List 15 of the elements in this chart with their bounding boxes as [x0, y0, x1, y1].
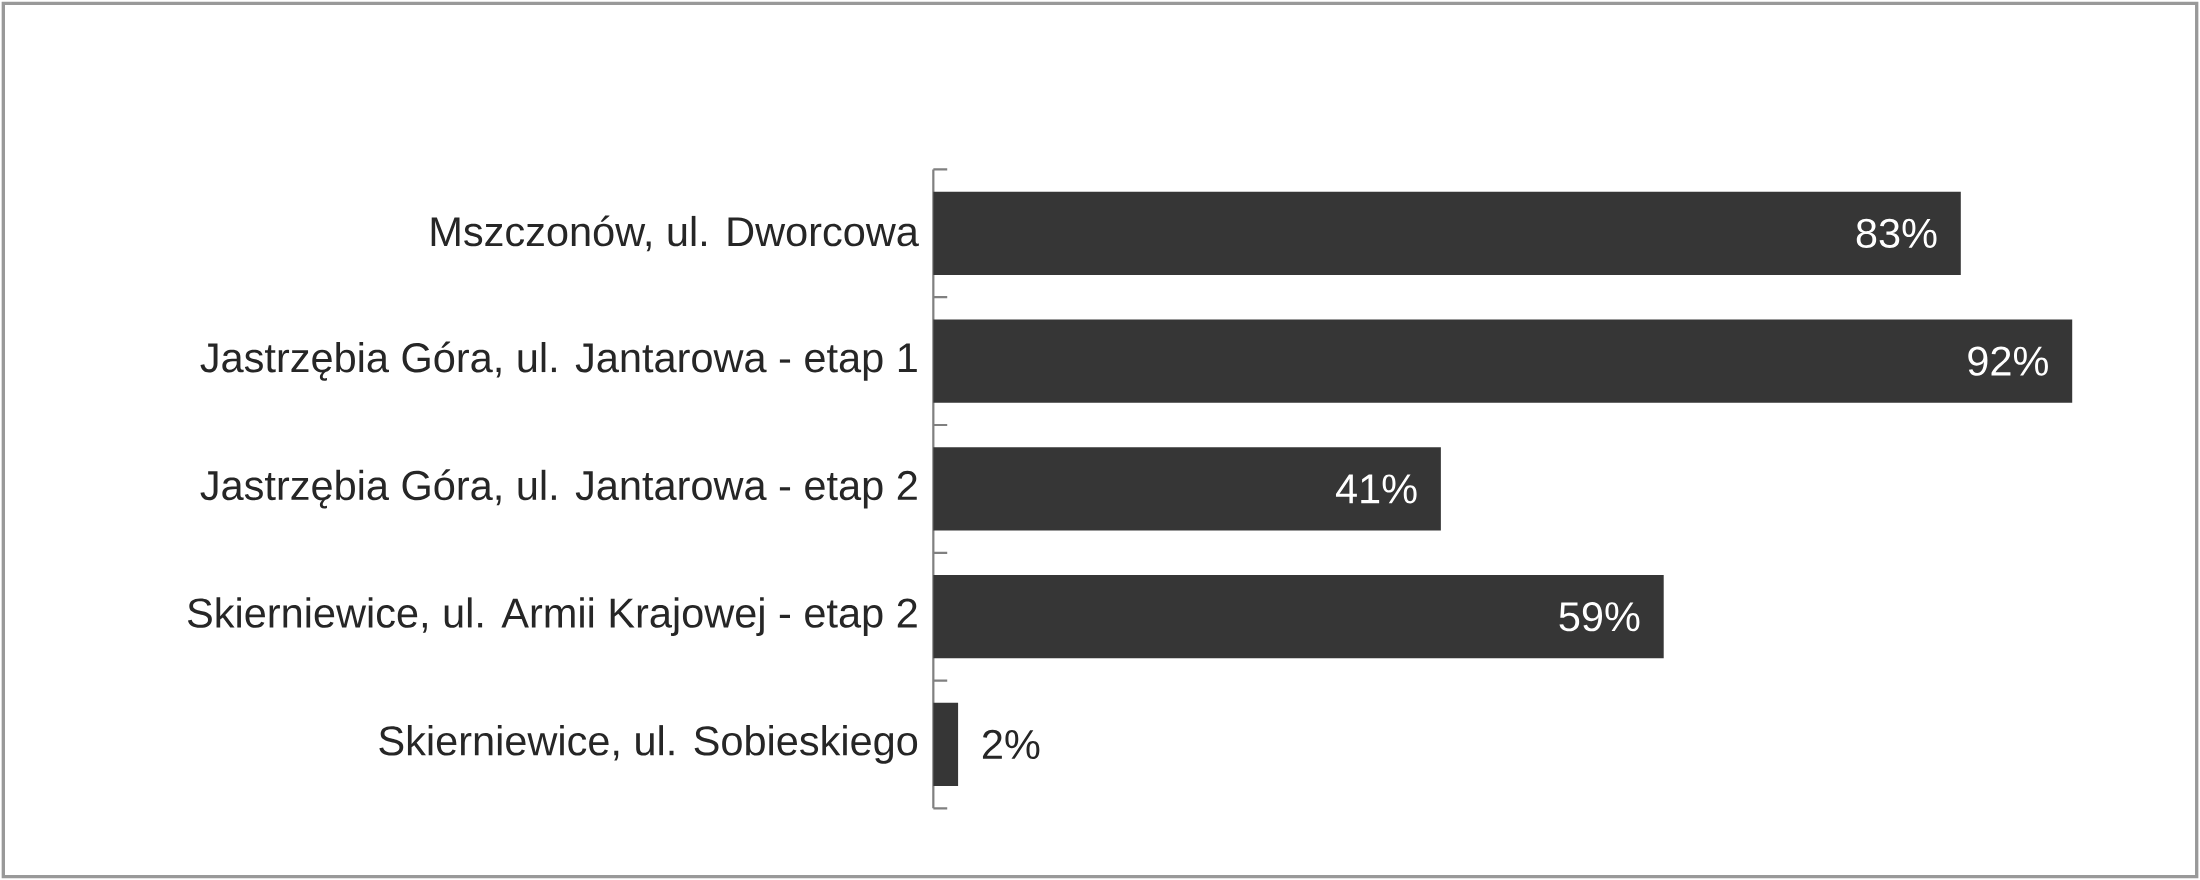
data-label: 41% — [1335, 474, 1417, 504]
bar — [933, 447, 1441, 531]
bar — [933, 319, 2073, 403]
y-tick-label: Skierniewice, ul. Sobieskiego — [379, 725, 918, 764]
data-label: 83% — [1856, 218, 1937, 249]
data-label: 59% — [1559, 601, 1640, 632]
bar — [933, 575, 1664, 659]
y-tick-label: Jastrzębia Góra, ul. Jantarowa - etap 1 — [200, 341, 917, 381]
data-label: 92% — [1968, 346, 2048, 376]
y-tick-label: Skierniewice, ul. Armii Krajowej - etap 2 — [187, 597, 917, 636]
y-tick-label: Jastrzębia Góra, ul. Jantarowa - etap 2 — [200, 469, 917, 509]
bar — [933, 191, 1961, 276]
y-tick-label: Mszczonów, ul. Dworcowa — [431, 215, 919, 252]
bar — [933, 702, 959, 787]
data-label: 2% — [982, 729, 1040, 760]
